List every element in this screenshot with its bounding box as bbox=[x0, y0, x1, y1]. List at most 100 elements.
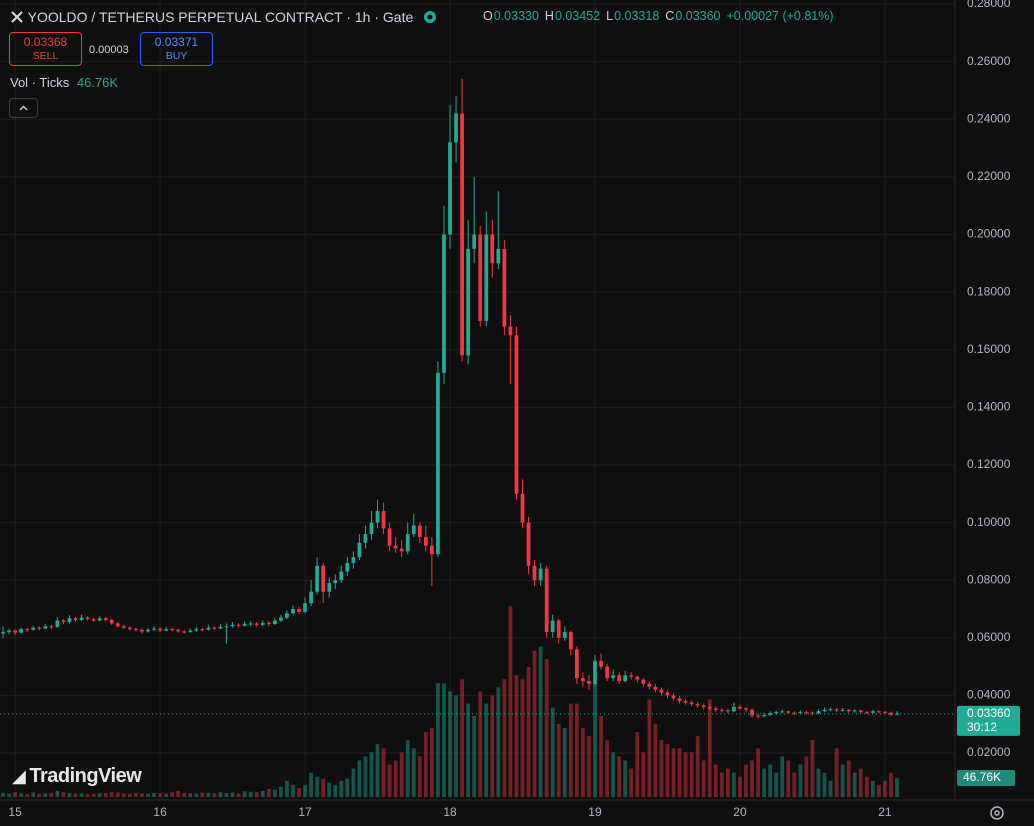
volume-bar bbox=[393, 760, 398, 797]
candle-body bbox=[272, 620, 277, 624]
volume-bar bbox=[248, 791, 253, 797]
y-tick-label: 0.26000 bbox=[967, 54, 1011, 68]
candle-body bbox=[756, 715, 760, 717]
status-dot bbox=[424, 11, 437, 23]
x-tick-label: 15 bbox=[8, 805, 22, 819]
candle-body bbox=[895, 713, 899, 715]
candle-body bbox=[574, 649, 579, 679]
symbol-title: YOOLDO / TETHERUS PERPETUAL CONTRACT · 1… bbox=[27, 9, 414, 25]
candle-body bbox=[146, 629, 150, 632]
volume-bar bbox=[520, 679, 525, 797]
settings-icon[interactable] bbox=[990, 806, 1004, 820]
buy-label: BUY bbox=[165, 50, 188, 62]
candle-body bbox=[786, 711, 791, 713]
candle-body bbox=[279, 617, 283, 621]
volume-bar bbox=[291, 784, 295, 797]
candle-body bbox=[248, 623, 253, 625]
volume-bar bbox=[140, 793, 144, 797]
volume-bar bbox=[617, 756, 622, 797]
volume-bar bbox=[750, 760, 754, 797]
volume-bar bbox=[417, 756, 422, 797]
candle-body bbox=[61, 620, 66, 622]
candle-body bbox=[762, 715, 766, 717]
volume-bar bbox=[858, 768, 863, 797]
volume-bar bbox=[170, 792, 175, 797]
candle-body bbox=[121, 626, 126, 628]
candle-body bbox=[460, 113, 464, 356]
volume-bar bbox=[152, 792, 156, 797]
buy-button[interactable]: 0.03371 BUY bbox=[140, 32, 213, 66]
ohlc-key: H bbox=[544, 9, 554, 23]
candle-body bbox=[115, 623, 120, 627]
volume-bar bbox=[822, 772, 827, 797]
volume-bar bbox=[532, 650, 537, 797]
candle-body bbox=[822, 709, 827, 712]
volume-bar bbox=[43, 793, 48, 797]
volume-bar bbox=[496, 687, 501, 797]
y-tick-label: 0.20000 bbox=[967, 227, 1011, 241]
volume-bar bbox=[526, 667, 531, 797]
volume-bar bbox=[158, 793, 162, 797]
volume-bar bbox=[230, 792, 235, 797]
volume-bar bbox=[581, 727, 585, 797]
ohlc-key: O bbox=[483, 9, 493, 23]
volume-bar bbox=[538, 646, 543, 797]
candle-body bbox=[846, 709, 851, 712]
candle-body bbox=[85, 617, 90, 620]
spread: 0.00003 bbox=[89, 44, 129, 56]
candle-body bbox=[726, 710, 730, 712]
collapse-button[interactable] bbox=[9, 98, 38, 118]
candle-body bbox=[780, 711, 785, 713]
candle-body bbox=[170, 629, 175, 631]
volume-bar bbox=[756, 748, 760, 797]
axes: 0.02000 0.04000 0.06000 0.08000 0.10000 0.120… bbox=[0, 0, 1020, 819]
y-tick-label: 0.16000 bbox=[967, 342, 1011, 356]
volume-bar bbox=[127, 793, 132, 797]
volume-bar bbox=[7, 793, 11, 797]
volume-bar bbox=[895, 778, 899, 797]
volume-bar bbox=[508, 606, 513, 797]
volume-bar bbox=[25, 794, 30, 797]
volume-bar bbox=[834, 748, 839, 797]
price-tag: 0.03360 bbox=[967, 706, 1011, 720]
candle-body bbox=[750, 709, 754, 716]
candle-body bbox=[31, 627, 36, 630]
volume-bar bbox=[816, 768, 821, 797]
sell-button[interactable]: 0.03368 SELL bbox=[9, 32, 82, 66]
volume-bar bbox=[61, 792, 66, 797]
candle-body bbox=[339, 571, 344, 581]
candle-body bbox=[91, 619, 96, 621]
candle-body bbox=[605, 666, 609, 679]
settings-icon-center[interactable] bbox=[994, 810, 1000, 816]
candle-body bbox=[303, 603, 307, 612]
candle-body bbox=[883, 711, 887, 713]
volume-bar bbox=[200, 792, 205, 797]
volume-bar bbox=[877, 784, 881, 797]
x-tick-label: 17 bbox=[298, 805, 312, 819]
y-tick-label: 0.10000 bbox=[967, 515, 1011, 529]
volume-bar bbox=[701, 760, 706, 797]
ohlc-value: 0.03330 bbox=[493, 9, 539, 23]
ohlc-value: 0.03452 bbox=[554, 9, 601, 23]
volume-bar bbox=[466, 703, 471, 797]
candle-body bbox=[67, 618, 72, 622]
candle-body bbox=[291, 609, 295, 614]
candle-body bbox=[864, 712, 869, 714]
candle-body bbox=[176, 629, 181, 632]
collapse-icon[interactable] bbox=[10, 99, 37, 117]
candle-body bbox=[218, 626, 223, 629]
volume-bar bbox=[272, 789, 277, 797]
volume-bar bbox=[279, 786, 283, 797]
volume-bar bbox=[1, 792, 5, 797]
candle-body bbox=[568, 632, 573, 650]
candle-body bbox=[436, 372, 440, 555]
volume-bar bbox=[719, 772, 724, 797]
ohlc-key: C bbox=[665, 9, 675, 23]
x-tick-label: 16 bbox=[153, 805, 167, 819]
volume-bar bbox=[146, 793, 150, 797]
settings-button[interactable] bbox=[990, 806, 1004, 820]
volume-bar bbox=[556, 723, 561, 797]
x-tick-label: 19 bbox=[588, 805, 602, 819]
ohlc-legend: O0.03330 H0.03452 L0.03318 C0.03360 +0.00027… bbox=[483, 9, 840, 23]
